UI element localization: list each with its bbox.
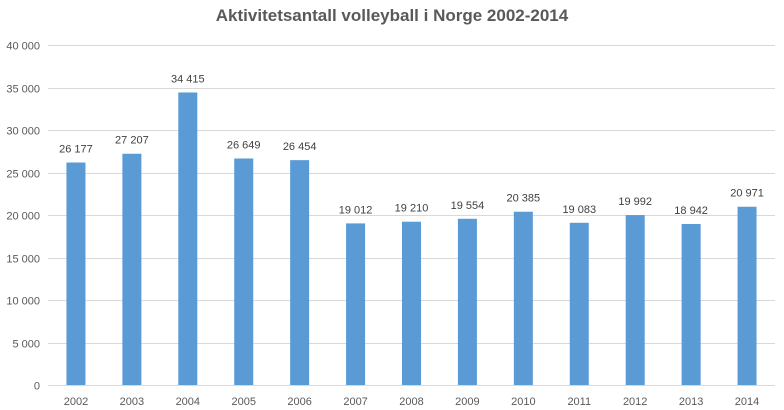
y-tick-label: 5 000 [12, 339, 40, 351]
bar [625, 215, 645, 385]
x-tick-label: 2003 [120, 396, 144, 408]
bar [681, 223, 701, 385]
x-tick-label: 2009 [455, 396, 479, 408]
x-tick-label: 2006 [287, 396, 311, 408]
y-tick-label: 15 000 [6, 254, 40, 266]
bar [122, 153, 142, 385]
x-tick-label: 2014 [735, 396, 759, 408]
bar [290, 160, 310, 385]
y-tick-label: 10 000 [6, 296, 40, 308]
x-tick-label: 2011 [567, 396, 591, 408]
bar [346, 223, 366, 385]
bar [513, 211, 533, 385]
y-tick-label: 20 000 [6, 211, 40, 223]
chart-title: Aktivitetsantall volleyball i Norge 2002… [215, 6, 569, 25]
data-label: 27 207 [115, 135, 149, 147]
bar [737, 206, 757, 385]
data-label: 18 942 [674, 205, 708, 217]
x-axis-ticks: 2002 2003 2004 2005 2006 2007 2008 2009 2010 2011… [64, 396, 760, 408]
data-label: 19 083 [562, 204, 596, 216]
y-tick-label: 25 000 [6, 169, 40, 181]
bar [569, 222, 589, 385]
bar [234, 158, 254, 385]
y-tick-label: 30 000 [6, 126, 40, 138]
data-label: 26 649 [227, 139, 261, 151]
bars [66, 92, 757, 385]
data-label: 19 992 [618, 196, 652, 208]
data-label: 26 177 [59, 143, 93, 155]
x-tick-label: 2012 [623, 396, 647, 408]
bar [66, 162, 86, 385]
data-label: 26 454 [283, 141, 317, 153]
x-tick-label: 2013 [679, 396, 703, 408]
data-label: 19 554 [451, 200, 485, 212]
bar [401, 221, 422, 385]
data-labels: 26 177 27 207 34 415 26 649 26 454 19 012 19 2… [59, 73, 764, 217]
x-tick-label: 2008 [399, 396, 423, 408]
data-label: 19 210 [395, 203, 429, 215]
x-tick-label: 2010 [511, 396, 535, 408]
data-label: 20 385 [507, 193, 541, 205]
bar [178, 92, 198, 385]
x-tick-label: 2004 [176, 396, 200, 408]
data-label: 20 971 [730, 188, 764, 200]
x-tick-label: 2005 [231, 396, 255, 408]
y-axis-ticks: 0 5 000 10 000 15 000 20 000 25 000 30 000 35 0… [6, 41, 40, 393]
y-tick-label: 0 [34, 381, 40, 393]
x-tick-label: 2002 [64, 396, 88, 408]
y-tick-label: 35 000 [6, 84, 40, 96]
bar [457, 218, 477, 385]
y-tick-label: 40 000 [6, 41, 40, 53]
x-tick-label: 2007 [343, 396, 367, 408]
data-label: 34 415 [171, 73, 205, 85]
data-label: 19 012 [339, 204, 373, 216]
